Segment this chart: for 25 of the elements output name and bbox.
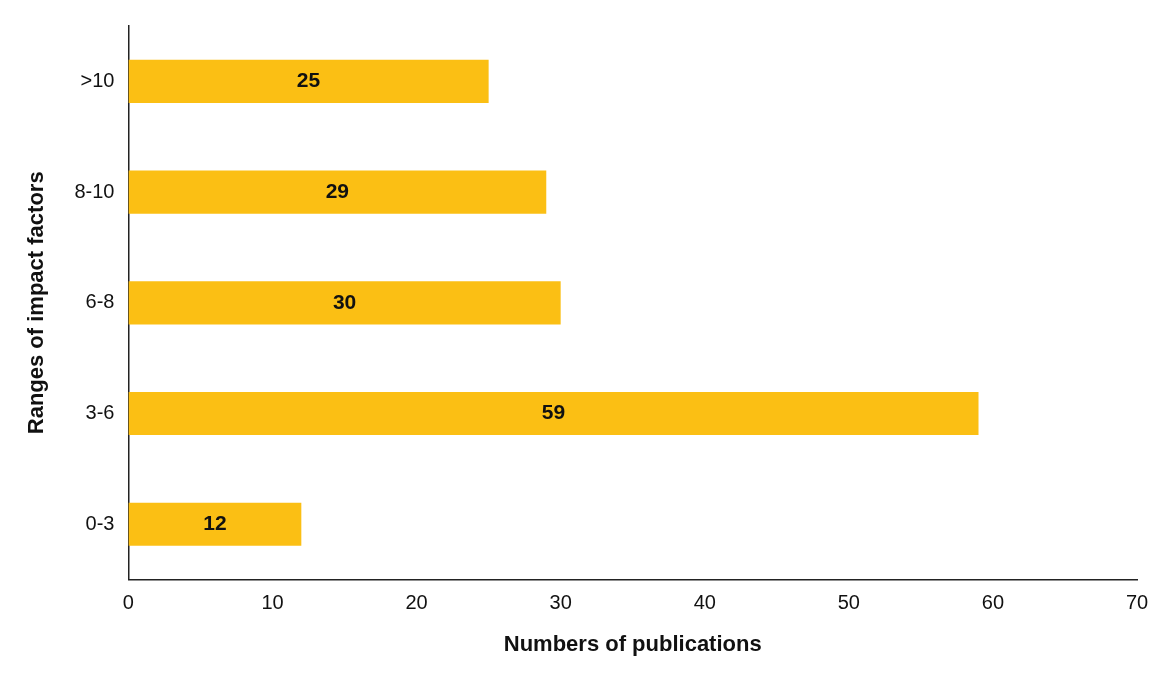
bar [128,502,302,546]
x-tick-label: 70 [1125,591,1149,614]
x-tick-label: 30 [549,591,572,614]
bar [128,281,561,325]
x-axis-title: Numbers of publications [503,630,762,656]
y-tick-label: >10 [80,68,115,91]
x-tick-label: 20 [405,591,428,614]
data-label: 30 [332,289,357,313]
x-tick-label: 50 [837,591,860,614]
x-tick-label: 40 [693,591,716,614]
y-tick-label: 0-3 [85,511,115,534]
y-axis-title: Ranges of impact factors [23,171,49,435]
data-label: 25 [296,68,321,92]
y-tick-label: 8-10 [74,179,115,202]
data-label: 59 [541,400,566,424]
bar [128,59,489,103]
bar [128,170,547,214]
data-label: 12 [203,511,227,535]
data-label: 29 [325,178,350,202]
bar [128,391,979,436]
y-tick-label: 6-8 [85,290,115,313]
x-tick-label: 10 [261,591,284,614]
y-tick-label: 3-6 [85,401,115,424]
x-tick-label: 60 [981,591,1005,614]
x-tick-label: 0 [122,591,134,614]
